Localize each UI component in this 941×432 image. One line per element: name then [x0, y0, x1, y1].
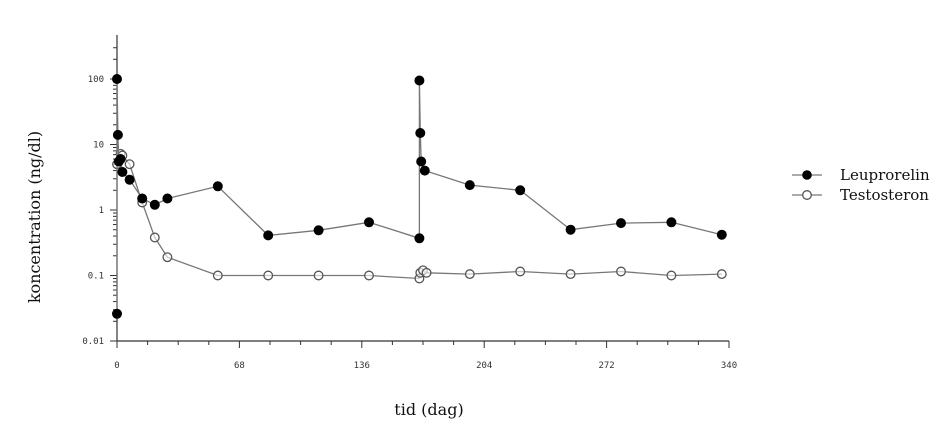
data-point [666, 270, 677, 281]
data-point [419, 165, 430, 176]
data-point [616, 218, 626, 229]
data-point [414, 75, 425, 86]
y-tick-label: 100 [88, 75, 104, 85]
data-point [565, 269, 576, 280]
data-point [464, 180, 475, 191]
data-point [666, 217, 677, 228]
x-tick-label: 0 [114, 361, 119, 371]
data-point [112, 308, 122, 319]
legend-label: Leuprorelin [840, 166, 930, 184]
data-point [421, 267, 432, 278]
data-point [616, 266, 626, 277]
y-tick-label: 0.01 [82, 337, 104, 347]
y-tick-label: 1 [99, 206, 104, 216]
data-point [212, 270, 223, 281]
x-tick-label: 204 [476, 361, 492, 371]
data-point [364, 217, 374, 228]
data-point [115, 154, 126, 164]
data-point [716, 229, 727, 240]
y-axis-title: koncentration (ng/dl) [25, 131, 44, 303]
data-point [124, 159, 135, 170]
data-point [112, 129, 123, 140]
legend-item: Leuprorelin [792, 166, 930, 184]
x-tick-label: 68 [234, 361, 245, 371]
legend-marker [802, 190, 812, 200]
data-point [212, 181, 223, 192]
data-point [364, 270, 374, 281]
data-point [515, 185, 526, 196]
legend: Leuprorelin Testosteron [792, 166, 930, 204]
x-tick-label: 340 [721, 361, 737, 371]
data-point [565, 224, 576, 235]
data-point [124, 174, 135, 185]
y-tick-label: 10 [93, 141, 104, 151]
data-point [515, 266, 526, 277]
y-axis-ticks: 0.01 0.1 1 10 100 [82, 47, 117, 347]
data-point [716, 269, 727, 280]
data-point [162, 252, 173, 263]
data-point [149, 199, 160, 210]
data-point [263, 230, 274, 241]
data-point [117, 167, 128, 177]
legend-label: Testosteron [840, 186, 929, 204]
data-point [415, 128, 426, 138]
data-point [162, 193, 173, 204]
data-point [112, 74, 122, 84]
x-axis-title: tid (dag) [394, 400, 463, 419]
y-tick-label: 0.1 [88, 272, 104, 282]
x-tick-label: 272 [598, 361, 614, 371]
data-point [149, 232, 160, 243]
data-point [416, 156, 427, 167]
data-point [464, 269, 475, 280]
axes: 0.01 0.1 1 10 100 0 68 136 204 272 340 [82, 35, 737, 371]
x-tick-label: 136 [354, 361, 370, 371]
series-layer [112, 74, 727, 319]
legend-item: Testosteron [792, 186, 929, 204]
data-point [263, 270, 274, 281]
x-axis-ticks: 0 68 136 204 272 340 [114, 341, 737, 371]
data-point [313, 225, 324, 236]
data-point [137, 193, 148, 204]
data-point [313, 270, 324, 281]
data-point [414, 233, 425, 244]
legend-marker [802, 170, 812, 180]
series-leuprorelin [112, 74, 727, 319]
